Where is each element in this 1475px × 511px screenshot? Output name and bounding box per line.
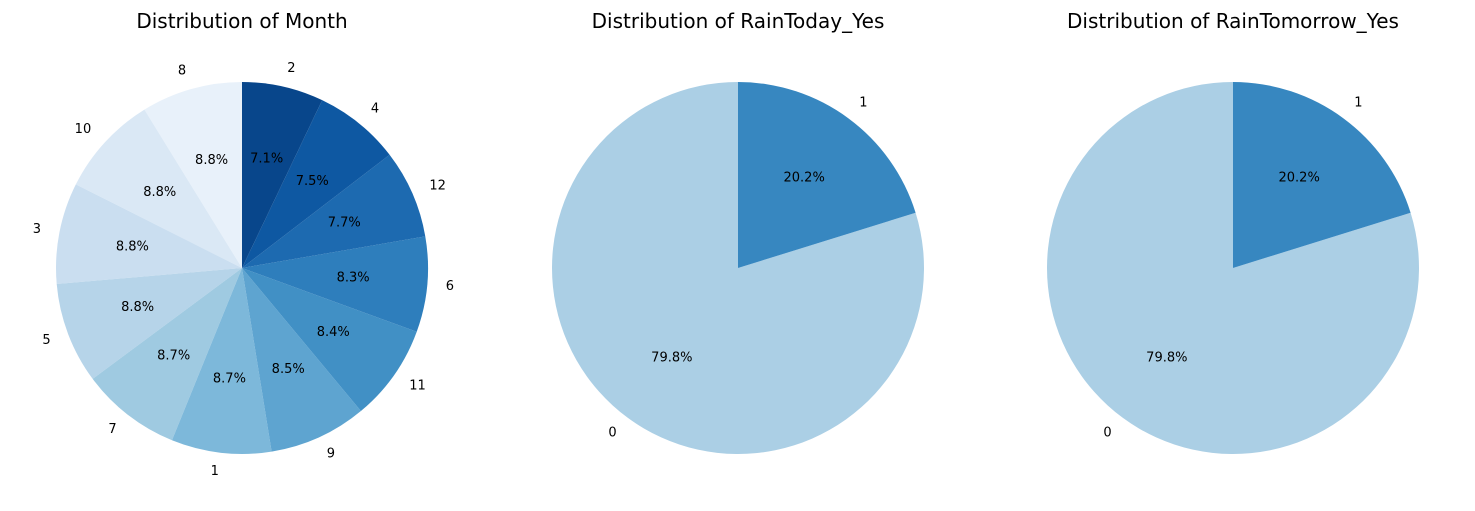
category-label-1: 1 [211,464,219,479]
category-label-6: 6 [446,279,454,294]
pie-slice-1 [738,82,916,268]
pie-slice-10 [75,109,242,268]
category-label-1: 1 [1354,96,1362,111]
labels-2: 79.8% 0 20.2% 1 [1103,96,1362,441]
percent-label-0: 79.8% [651,350,692,365]
labels-1: 79.8% 0 20.2% 1 [608,96,867,441]
category-label-8: 8 [178,64,186,79]
percent-label-0: 79.8% [1146,350,1187,365]
pie-slice-9 [242,268,361,452]
pie-slice-11 [242,268,417,412]
slices-raintoday: 79.8% 0 20.2% 1 [552,82,924,455]
category-label-7: 7 [108,422,116,437]
chart-title-month: Distribution of Month [136,9,347,33]
percent-label-10: 8.8% [143,185,176,200]
pie-slice-12 [242,154,426,268]
pie-slice-1 [171,268,272,454]
pie-slice-5 [56,268,243,379]
pie-chart-month: Distribution of Month 8.8%88.8%108.8%38.… [33,9,454,479]
category-label-9: 9 [327,447,335,462]
percent-label-12: 7.7% [328,216,361,231]
slices-month: 8.8% 8 8.8% 10 8.8% 3 8.8% 5 8.7% 7 8.7% 1 8.5% 9 8.4%… [33,61,454,479]
category-label-5: 5 [42,333,50,348]
labels-0: 8.8% 8 8.8% 10 8.8% 3 8.8% 5 8.7% 7 8.7% 1 8.5% 9 8.4%… [33,61,454,479]
category-label-2: 2 [287,61,295,76]
category-label-3: 3 [33,222,41,237]
pie-slice-2 [242,82,323,268]
percent-label-6: 8.3% [337,270,370,285]
pie-chart-raintomorrow: Distribution of RainTomorrow_Yes 79.8% 0 2… [1047,9,1419,455]
percent-label-2: 7.1% [250,152,283,167]
category-label-11: 11 [409,378,426,393]
percent-label-11: 8.4% [317,325,350,340]
percent-label-3: 8.8% [116,239,149,254]
pie-slice-3 [55,184,242,285]
percent-label-1: 8.7% [213,371,246,386]
pie-chart-raintoday: Distribution of RainToday_Yes 79.8% 0 20.2… [552,9,924,455]
chart-title-raintoday: Distribution of RainToday_Yes [592,9,885,33]
percent-label-9: 8.5% [272,362,305,377]
percent-label-5: 8.8% [121,300,154,315]
percent-label-1: 20.2% [1279,171,1320,186]
pie-slice-1 [1233,82,1411,268]
chart-title-raintomorrow: Distribution of RainTomorrow_Yes [1067,9,1399,33]
percent-label-4: 7.5% [296,174,329,189]
percent-label-7: 8.7% [157,349,190,364]
category-label-10: 10 [75,122,92,137]
pie-slice-6 [242,236,428,332]
slices-raintomorrow: 79.8% 0 20.2% 1 [1047,82,1419,455]
category-label-12: 12 [429,178,446,193]
category-label-1: 1 [859,96,867,111]
pie-slice-8 [144,82,242,268]
percent-label-8: 8.8% [195,153,228,168]
pie-slice-4 [242,100,390,269]
category-label-0: 0 [1103,425,1111,440]
category-label-4: 4 [371,102,379,117]
percent-label-1: 20.2% [784,171,825,186]
category-label-0: 0 [608,425,616,440]
pie-slice-7 [92,268,243,441]
